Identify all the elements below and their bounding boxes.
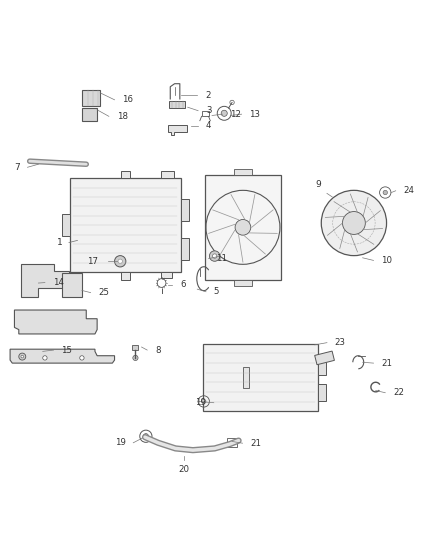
Text: 15: 15 xyxy=(61,345,72,354)
Text: 7: 7 xyxy=(14,163,20,172)
Text: 3: 3 xyxy=(206,106,212,115)
Bar xyxy=(243,367,250,389)
Bar xyxy=(82,108,97,120)
Bar xyxy=(121,171,130,179)
Bar xyxy=(227,438,237,447)
Bar xyxy=(201,111,208,116)
Text: 21: 21 xyxy=(251,439,261,448)
Circle shape xyxy=(143,434,148,439)
Bar xyxy=(70,179,181,272)
Text: 8: 8 xyxy=(155,345,160,354)
Text: 25: 25 xyxy=(99,288,110,297)
Circle shape xyxy=(115,256,126,267)
Bar xyxy=(62,214,70,236)
Text: 22: 22 xyxy=(393,388,404,397)
Text: 19: 19 xyxy=(115,438,125,447)
Bar xyxy=(121,272,130,280)
Circle shape xyxy=(209,251,220,261)
Text: 17: 17 xyxy=(87,257,98,266)
Text: 12: 12 xyxy=(230,110,241,119)
Text: 13: 13 xyxy=(250,110,261,119)
Bar xyxy=(234,169,252,175)
Text: 23: 23 xyxy=(335,338,346,347)
Text: 9: 9 xyxy=(315,180,321,189)
Bar xyxy=(205,175,281,279)
Text: 11: 11 xyxy=(216,254,227,263)
Text: 1: 1 xyxy=(57,238,63,247)
Circle shape xyxy=(212,254,217,258)
Circle shape xyxy=(221,110,227,116)
Bar xyxy=(161,171,174,179)
Text: 2: 2 xyxy=(205,91,211,100)
Bar xyxy=(318,384,326,401)
Text: 20: 20 xyxy=(179,465,190,474)
Text: 18: 18 xyxy=(117,112,128,121)
Circle shape xyxy=(383,190,388,195)
Bar xyxy=(132,345,138,350)
Circle shape xyxy=(321,190,387,256)
Bar xyxy=(318,358,326,375)
Bar xyxy=(181,199,189,221)
Bar xyxy=(82,90,100,107)
Circle shape xyxy=(343,212,365,235)
Bar xyxy=(203,344,318,411)
Bar xyxy=(234,279,252,286)
Polygon shape xyxy=(168,125,187,135)
Circle shape xyxy=(118,259,122,263)
Circle shape xyxy=(201,399,206,403)
Bar xyxy=(169,101,185,108)
Polygon shape xyxy=(10,349,115,363)
Text: 6: 6 xyxy=(180,280,186,289)
Text: 10: 10 xyxy=(381,256,392,265)
Text: 4: 4 xyxy=(206,122,212,131)
Polygon shape xyxy=(14,310,97,334)
Polygon shape xyxy=(21,264,69,297)
Text: 19: 19 xyxy=(195,398,206,407)
Bar xyxy=(62,273,82,297)
Text: 5: 5 xyxy=(214,287,219,296)
Text: 16: 16 xyxy=(122,95,134,104)
Circle shape xyxy=(19,353,26,360)
Bar xyxy=(181,238,189,260)
Circle shape xyxy=(43,356,47,360)
Circle shape xyxy=(21,356,24,358)
Bar xyxy=(161,272,172,278)
Text: 14: 14 xyxy=(53,278,64,287)
Text: 21: 21 xyxy=(381,359,392,368)
Circle shape xyxy=(133,356,138,360)
FancyArrow shape xyxy=(314,351,334,365)
Circle shape xyxy=(235,220,251,235)
Text: 24: 24 xyxy=(403,186,414,195)
Circle shape xyxy=(80,356,84,360)
